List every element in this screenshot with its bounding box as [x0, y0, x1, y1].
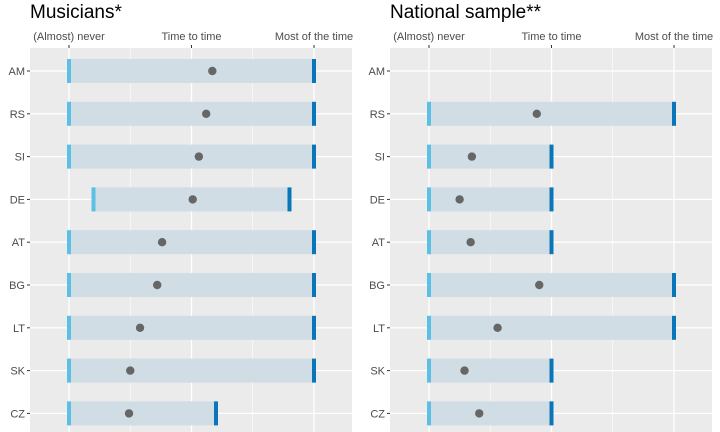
mean-point-de: [455, 195, 464, 204]
range-max-cap-am: [312, 59, 316, 83]
mean-point-si: [467, 152, 477, 161]
range-bar-lt: [429, 315, 674, 340]
range-min-cap-si: [67, 144, 71, 169]
y-tick-label-de: DE: [10, 194, 25, 206]
x-tick-label: (Almost) never: [393, 31, 465, 43]
y-tick-label-si: SI: [375, 152, 385, 164]
range-max-cap-si: [549, 144, 554, 169]
range-max-cap-rs: [672, 101, 676, 126]
panel-title-musicians: Musicians*: [30, 2, 122, 23]
mean-point-bg: [535, 280, 544, 290]
range-min-cap-at: [427, 230, 431, 255]
range-min-cap-de: [427, 187, 431, 212]
mean-point-at: [157, 238, 167, 247]
range-max-cap-de: [287, 187, 292, 212]
y-tick-label-sk: SK: [10, 366, 25, 378]
x-tick-label: Most of the time: [275, 31, 353, 43]
range-min-cap-am: [67, 59, 71, 83]
range-bar-lt: [69, 315, 314, 340]
range-max-cap-at: [549, 230, 554, 255]
mean-point-sk: [126, 366, 135, 375]
range-bar-de: [429, 187, 552, 212]
range-max-cap-sk: [312, 358, 316, 383]
mean-point-am: [208, 66, 217, 76]
y-tick-label-cz: CZ: [370, 408, 385, 420]
x-tick-label: Time to time: [521, 31, 581, 43]
mean-point-de: [188, 195, 197, 204]
range-min-cap-lt: [427, 315, 431, 340]
y-tick-label-lt: LT: [373, 323, 385, 335]
y-tick-label-de: DE: [370, 194, 385, 206]
y-tick-label-cz: CZ: [10, 408, 25, 420]
x-tick-label: Time to time: [161, 31, 221, 43]
y-tick-label-si: SI: [15, 152, 25, 164]
y-tick-label-rs: RS: [10, 109, 25, 121]
mean-point-rs: [532, 109, 541, 119]
range-max-cap-rs: [312, 101, 316, 126]
range-min-cap-sk: [427, 358, 431, 383]
range-bar-si: [429, 144, 552, 169]
range-min-cap-bg: [427, 273, 431, 297]
y-tick-label-am: AM: [369, 66, 386, 78]
panel-national: (Almost) never Time to time Most of the ti…: [369, 31, 713, 432]
y-tick-label-rs: RS: [370, 109, 385, 121]
range-min-cap-rs: [67, 101, 71, 126]
range-max-cap-lt: [312, 315, 316, 340]
range-bar-sk: [69, 358, 314, 383]
range-max-cap-at: [312, 230, 316, 255]
range-max-cap-sk: [549, 358, 554, 383]
range-min-cap-de: [91, 187, 96, 212]
mean-point-bg: [153, 280, 162, 290]
mean-point-sk: [460, 366, 469, 375]
range-max-cap-cz: [214, 401, 218, 426]
range-bar-at: [69, 230, 314, 255]
y-tick-label-bg: BG: [9, 280, 25, 292]
y-tick-label-at: AT: [372, 237, 386, 249]
mean-point-at: [466, 238, 475, 247]
range-max-cap-si: [312, 144, 316, 169]
range-bar-cz: [429, 401, 552, 426]
range-min-cap-cz: [427, 401, 431, 426]
range-max-cap-de: [549, 187, 554, 212]
range-min-cap-at: [67, 230, 71, 255]
mean-point-si: [194, 152, 204, 161]
mean-point-rs: [202, 109, 211, 119]
y-tick-label-bg: BG: [369, 280, 385, 292]
y-tick-label-lt: LT: [13, 323, 25, 335]
range-max-cap-bg: [672, 273, 676, 297]
y-tick-label-sk: SK: [370, 366, 385, 378]
y-tick-label-at: AT: [12, 237, 26, 249]
range-bar-sk: [429, 358, 552, 383]
range-min-cap-si: [427, 144, 431, 169]
range-min-cap-bg: [67, 273, 71, 297]
y-tick-label-am: AM: [9, 66, 26, 78]
mean-point-lt: [135, 323, 145, 332]
range-min-cap-lt: [67, 315, 71, 340]
mean-point-cz: [124, 409, 134, 418]
range-max-cap-cz: [549, 401, 554, 426]
range-max-cap-lt: [672, 315, 676, 340]
range-min-cap-cz: [67, 401, 71, 426]
x-tick-label: Most of the time: [635, 31, 713, 43]
range-min-cap-rs: [427, 101, 431, 126]
range-min-cap-sk: [67, 358, 71, 383]
panel-musicians: (Almost) never Time to time Most of the ti…: [9, 31, 353, 432]
range-bar-rs: [429, 101, 674, 126]
x-tick-label: (Almost) never: [33, 31, 105, 43]
panel-title-national-sample: National sample**: [390, 2, 542, 23]
range-bar-bg: [429, 273, 674, 297]
range-bar-si: [69, 144, 314, 169]
mean-point-cz: [475, 409, 484, 418]
range-bar-cz: [69, 401, 216, 426]
range-bar-rs: [69, 101, 314, 126]
range-max-cap-bg: [312, 273, 316, 297]
mean-point-lt: [493, 323, 502, 332]
range-bar-at: [429, 230, 552, 255]
range-bar-am: [69, 59, 314, 83]
range-bar-bg: [69, 273, 314, 297]
